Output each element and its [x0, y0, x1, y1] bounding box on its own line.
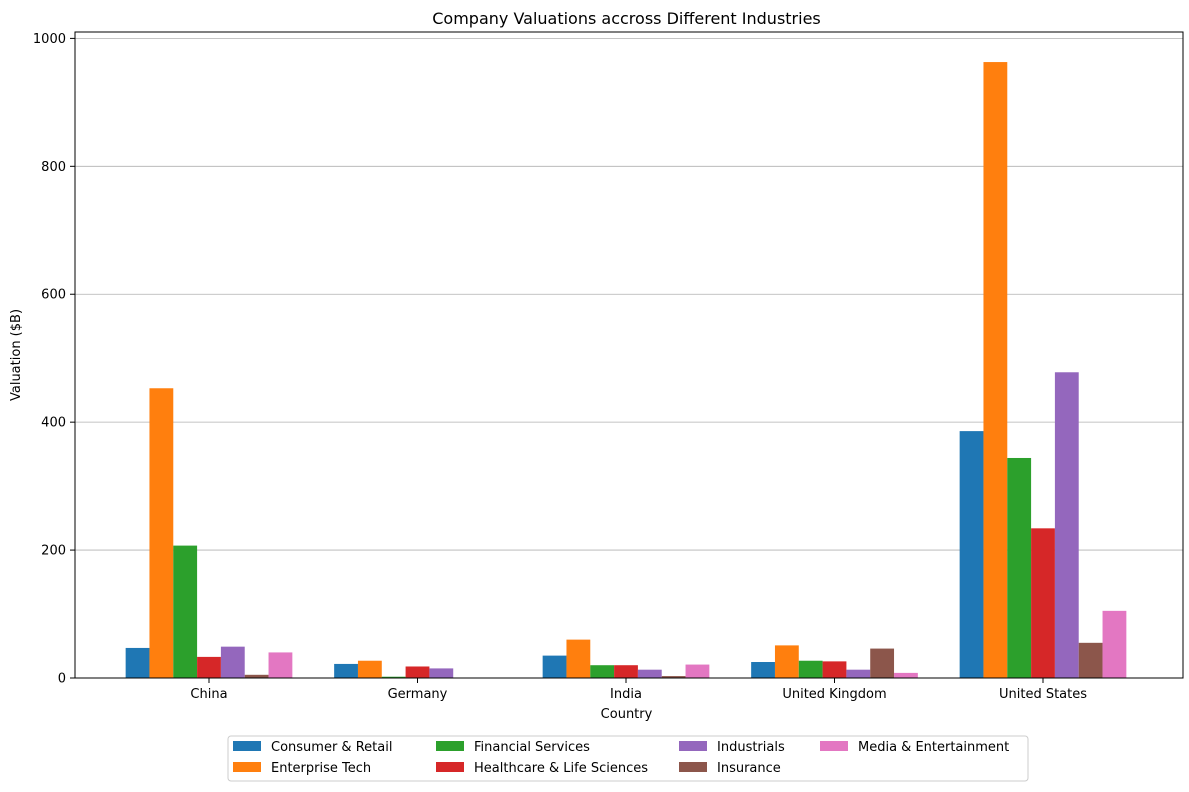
- x-tick-label: United States: [999, 687, 1087, 702]
- bar: [637, 669, 662, 678]
- bar: [381, 676, 406, 678]
- bar: [334, 663, 358, 678]
- bar: [1078, 642, 1103, 678]
- legend-label: Financial Services: [474, 740, 590, 755]
- legend-swatch: [233, 762, 261, 772]
- legend-label: Healthcare & Life Sciences: [474, 761, 648, 776]
- x-axis: China Germany India United Kingdom United St…: [190, 678, 1087, 702]
- bar: [1054, 372, 1079, 678]
- legend: Consumer & Retail Enterprise Tech Financia…: [227, 735, 1029, 782]
- legend-swatch: [436, 762, 464, 772]
- legend-label: Enterprise Tech: [271, 761, 371, 776]
- x-tick-label: China: [190, 687, 227, 702]
- bar: [1031, 528, 1055, 678]
- bar: [542, 655, 567, 678]
- x-axis-title: Country: [601, 707, 653, 722]
- bar: [798, 660, 823, 678]
- legend-label: Insurance: [717, 761, 781, 776]
- y-tick-label: 800: [41, 160, 66, 175]
- x-tick-label: Germany: [388, 687, 448, 702]
- bars: [125, 62, 1127, 678]
- y-tick-label: 200: [41, 544, 66, 559]
- bar: [405, 666, 430, 678]
- y-tick-label: 600: [41, 288, 66, 303]
- bar: [173, 545, 198, 678]
- bar: [566, 639, 591, 678]
- bar: [685, 664, 710, 678]
- bar: [846, 669, 871, 678]
- bar: [894, 672, 918, 678]
- bar: [1102, 610, 1127, 678]
- legend-swatch: [436, 741, 464, 751]
- y-tick-label: 0: [58, 672, 66, 687]
- bar: [149, 388, 174, 678]
- legend-label: Consumer & Retail: [271, 740, 392, 755]
- bar: [774, 645, 799, 678]
- bar: [268, 652, 293, 678]
- bar: [661, 676, 686, 678]
- bar: [220, 646, 245, 678]
- legend-swatch: [679, 741, 707, 751]
- legend-label: Industrials: [717, 740, 785, 755]
- legend-swatch: [679, 762, 707, 772]
- bar: [614, 665, 638, 678]
- bar: [357, 660, 382, 678]
- y-axis: 0 200 400 600 800 1000: [33, 32, 75, 687]
- bar: [125, 647, 150, 678]
- bar: [983, 62, 1008, 678]
- bar: [822, 661, 847, 678]
- bar: [1007, 457, 1032, 678]
- x-tick-label: United Kingdom: [782, 687, 886, 702]
- chart-title: Company Valuations accross Different Ind…: [432, 9, 821, 28]
- bar: [590, 665, 615, 678]
- bar: [959, 431, 984, 678]
- legend-swatch: [233, 741, 261, 751]
- legend-swatch: [820, 741, 848, 751]
- bar: [244, 674, 269, 678]
- legend-label: Media & Entertainment: [858, 740, 1009, 755]
- bar: [751, 662, 775, 678]
- y-tick-label: 400: [41, 416, 66, 431]
- x-tick-label: India: [610, 687, 642, 702]
- bar: [870, 648, 895, 678]
- y-tick-label: 1000: [33, 32, 66, 47]
- bar: [429, 668, 454, 678]
- bar: [197, 656, 221, 678]
- plot-frame: [74, 31, 1184, 679]
- y-axis-title: Valuation ($B): [9, 309, 24, 401]
